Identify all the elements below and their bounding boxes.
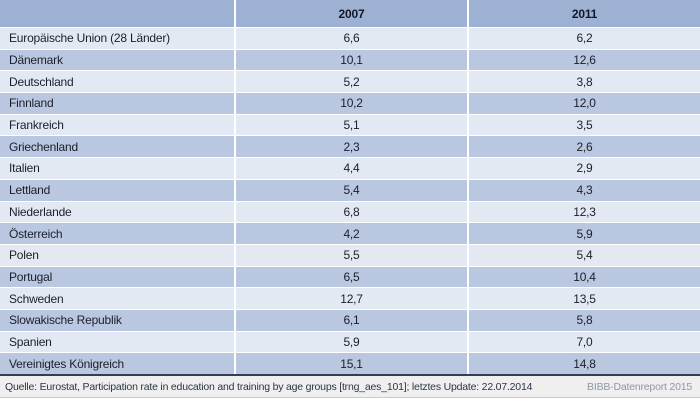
value-2007: 4,2 xyxy=(234,223,467,244)
table-row: Lettland 5,4 4,3 xyxy=(0,178,700,201)
country-label: Finnland xyxy=(9,96,54,111)
table-header-2007: 2007 xyxy=(234,0,467,27)
country-label: Deutschland xyxy=(9,74,74,89)
value-2011: 4,3 xyxy=(467,179,700,201)
country-label: Österreich xyxy=(9,226,63,241)
value-2011: 3,8 xyxy=(467,71,700,93)
country-label: Polen xyxy=(9,248,39,263)
value-2007: 6,6 xyxy=(234,28,467,49)
source-note: Quelle: Eurostat, Participation rate in … xyxy=(5,380,533,393)
table-header-country xyxy=(0,0,234,27)
value-2007: 4,4 xyxy=(234,158,467,179)
table-header-row: 2007 2011 xyxy=(0,0,700,27)
value-2011: 12,6 xyxy=(467,49,700,71)
country-label: Europäische Union (28 Länder) xyxy=(9,31,170,46)
table-row: Deutschland 5,2 3,8 xyxy=(0,70,700,93)
table-body: Europäische Union (28 Länder) 6,6 6,2 Dä… xyxy=(0,27,700,374)
table-row: Dänemark 10,1 12,6 xyxy=(0,48,700,71)
table-row: Spanien 5,9 7,0 xyxy=(0,330,700,353)
value-2011: 12,3 xyxy=(467,201,700,223)
country-label: Dänemark xyxy=(9,53,63,68)
value-2007: 6,1 xyxy=(234,309,467,331)
country-label: Slowakische Republik xyxy=(9,313,122,328)
value-2011: 13,5 xyxy=(467,288,700,309)
table-row: Niederlande 6,8 12,3 xyxy=(0,200,700,223)
value-2007: 5,2 xyxy=(234,71,467,93)
country-label: Niederlande xyxy=(9,204,72,219)
table-row: Polen 5,5 5,4 xyxy=(0,243,700,266)
value-2007: 5,4 xyxy=(234,179,467,201)
country-label: Spanien xyxy=(9,334,52,349)
table-row: Griechenland 2,3 2,6 xyxy=(0,135,700,158)
value-2011: 5,9 xyxy=(467,223,700,244)
value-2007: 15,1 xyxy=(234,353,467,374)
value-2007: 5,5 xyxy=(234,244,467,266)
value-2007: 10,1 xyxy=(234,49,467,71)
table-header-2011: 2011 xyxy=(467,0,700,27)
country-label: Italien xyxy=(9,161,40,176)
value-2007: 6,5 xyxy=(234,266,467,288)
value-2011: 2,6 xyxy=(467,136,700,158)
value-2011: 10,4 xyxy=(467,266,700,288)
table-row: Österreich 4,2 5,9 xyxy=(0,222,700,244)
value-2007: 10,2 xyxy=(234,93,467,114)
table-footer: Quelle: Eurostat, Participation rate in … xyxy=(0,374,700,398)
value-2011: 5,4 xyxy=(467,244,700,266)
value-2011: 2,9 xyxy=(467,158,700,179)
report-credit: BIBB-Datenreport 2015 xyxy=(587,380,692,393)
value-2011: 12,0 xyxy=(467,93,700,114)
country-label: Lettland xyxy=(9,183,51,198)
value-2011: 7,0 xyxy=(467,331,700,353)
country-label: Schweden xyxy=(9,291,64,306)
table-row: Portugal 6,5 10,4 xyxy=(0,265,700,288)
value-2007: 5,9 xyxy=(234,331,467,353)
country-label: Portugal xyxy=(9,269,53,284)
value-2011: 14,8 xyxy=(467,353,700,374)
value-2011: 5,8 xyxy=(467,309,700,331)
value-2007: 12,7 xyxy=(234,288,467,309)
country-label: Frankreich xyxy=(9,118,64,133)
table-row: Finnland 10,2 12,0 xyxy=(0,92,700,114)
value-2007: 2,3 xyxy=(234,136,467,158)
value-2011: 3,5 xyxy=(467,114,700,136)
country-label: Vereinigtes Königreich xyxy=(9,356,125,371)
country-label: Griechenland xyxy=(9,139,78,154)
value-2011: 6,2 xyxy=(467,28,700,49)
table-row: Vereinigtes Königreich 15,1 14,8 xyxy=(0,352,700,374)
value-2007: 6,8 xyxy=(234,201,467,223)
value-2007: 5,1 xyxy=(234,114,467,136)
table-row: Frankreich 5,1 3,5 xyxy=(0,113,700,136)
table-row: Slowakische Republik 6,1 5,8 xyxy=(0,308,700,331)
table-row: Italien 4,4 2,9 xyxy=(0,157,700,179)
table-row: Europäische Union (28 Länder) 6,6 6,2 xyxy=(0,27,700,49)
table-row: Schweden 12,7 13,5 xyxy=(0,287,700,309)
